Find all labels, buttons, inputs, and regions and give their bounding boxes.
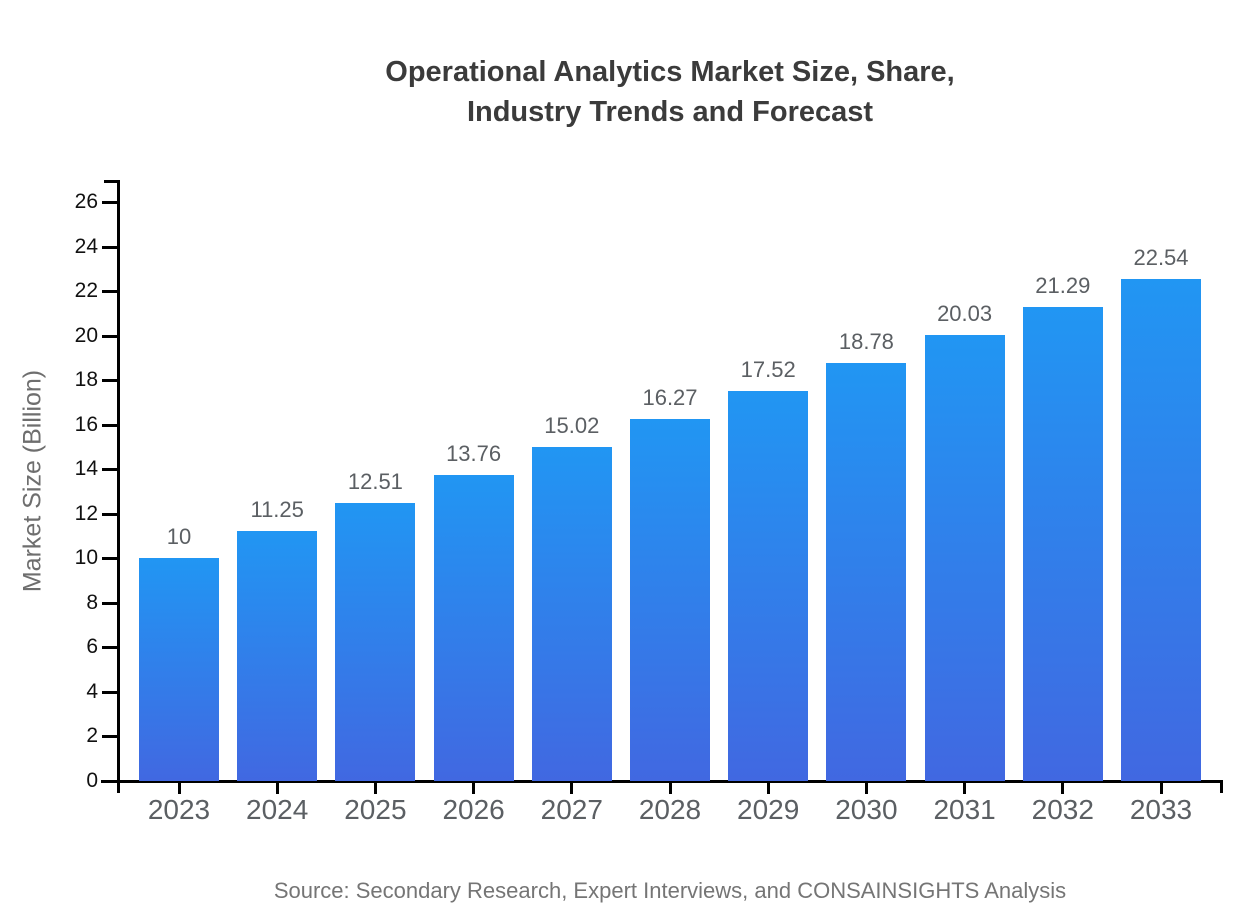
y-axis-end-cap bbox=[104, 180, 120, 183]
x-tick bbox=[963, 781, 967, 794]
x-axis-end-cap bbox=[1220, 780, 1223, 793]
x-tick-label: 2024 bbox=[246, 794, 309, 825]
bar bbox=[728, 391, 809, 781]
bar-value-label: 15.02 bbox=[544, 412, 600, 438]
y-tick-label: 0 bbox=[86, 769, 98, 792]
x-tick-label: 2029 bbox=[737, 794, 800, 825]
x-tick-label: 2031 bbox=[933, 794, 996, 825]
y-tick bbox=[102, 334, 118, 338]
bar bbox=[335, 502, 416, 781]
bar-value-label: 17.52 bbox=[740, 357, 796, 383]
y-tick-label: 24 bbox=[74, 234, 98, 258]
bar-value-label: 12.51 bbox=[347, 468, 403, 494]
y-tick-label: 10 bbox=[74, 546, 98, 570]
x-tick bbox=[275, 781, 279, 794]
y-tick-label: 12 bbox=[74, 501, 98, 525]
bar-value-label: 20.03 bbox=[937, 301, 993, 327]
y-tick-label: 14 bbox=[74, 457, 98, 481]
bar bbox=[1121, 279, 1201, 781]
y-tick-label: 22 bbox=[74, 279, 98, 303]
bar-value-label: 13.76 bbox=[446, 440, 502, 466]
y-tick bbox=[102, 557, 118, 561]
bar-value-label: 16.27 bbox=[642, 384, 698, 410]
x-tick bbox=[373, 781, 377, 794]
x-tick bbox=[472, 781, 476, 794]
x-tick bbox=[668, 781, 672, 794]
y-tick bbox=[102, 690, 118, 694]
x-tick bbox=[177, 781, 181, 794]
y-tick-label: 18 bbox=[74, 368, 98, 392]
bar bbox=[531, 446, 612, 781]
y-tick-label: 20 bbox=[74, 323, 98, 347]
y-tick bbox=[102, 423, 118, 427]
bar bbox=[630, 418, 710, 781]
x-tick-label: 2025 bbox=[344, 794, 407, 825]
x-tick-label: 2032 bbox=[1031, 794, 1094, 825]
x-tick-label: 2023 bbox=[147, 794, 211, 825]
bar-value-label: 10 bbox=[166, 524, 192, 550]
x-tick-label: 2028 bbox=[638, 794, 702, 825]
bar bbox=[237, 530, 318, 781]
bar-value-label: 11.25 bbox=[250, 496, 304, 522]
y-tick bbox=[102, 379, 118, 383]
y-tick bbox=[102, 646, 118, 650]
y-tick bbox=[102, 601, 118, 605]
x-tick-label: 2027 bbox=[540, 794, 603, 825]
y-tick bbox=[102, 780, 118, 783]
y-tick bbox=[102, 245, 118, 249]
x-tick bbox=[766, 781, 770, 794]
y-tick bbox=[102, 290, 118, 294]
x-tick bbox=[570, 781, 574, 794]
y-tick bbox=[102, 512, 118, 516]
y-tick-label: 4 bbox=[86, 679, 98, 703]
source-note: Source: Secondary Research, Expert Inter… bbox=[273, 878, 1067, 903]
y-tick bbox=[102, 468, 118, 472]
y-tick bbox=[102, 735, 118, 739]
bar bbox=[924, 335, 1005, 781]
y-tick-label: 16 bbox=[74, 412, 98, 436]
bar-value-label: 22.54 bbox=[1133, 245, 1189, 271]
bar-value-label: 21.29 bbox=[1035, 273, 1091, 299]
x-tick bbox=[1159, 781, 1163, 794]
chart-title-line1: Operational Analytics Market Size, Share… bbox=[385, 56, 955, 88]
x-axis-line bbox=[101, 780, 1223, 783]
chart-title-line2: Industry Trends and Forecast bbox=[466, 96, 874, 128]
y-tick-label: 8 bbox=[86, 590, 98, 614]
x-tick-label: 2026 bbox=[442, 794, 505, 825]
y-tick bbox=[102, 201, 118, 205]
bar bbox=[1022, 307, 1103, 781]
x-tick-label: 2033 bbox=[1129, 794, 1193, 825]
chart-title: Operational Analytics Market Size, Share… bbox=[118, 52, 1222, 132]
bar bbox=[139, 558, 219, 781]
bar bbox=[433, 474, 514, 781]
x-tick-label: 2030 bbox=[835, 794, 898, 825]
y-tick-label: 2 bbox=[86, 724, 98, 748]
y-tick-label: 6 bbox=[86, 635, 98, 659]
bar-value-label: 18.78 bbox=[838, 328, 894, 354]
x-tick bbox=[1061, 781, 1065, 794]
bar bbox=[826, 362, 907, 781]
y-tick-label: 26 bbox=[74, 190, 98, 214]
y-axis-line bbox=[117, 180, 120, 793]
x-tick bbox=[864, 781, 868, 794]
